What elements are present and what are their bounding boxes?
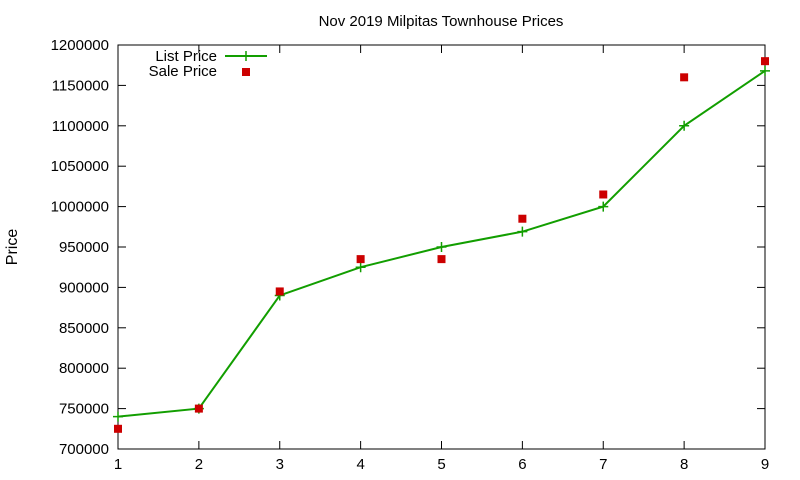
sale-price-point (680, 73, 689, 82)
x-tick-label: 3 (276, 456, 284, 473)
x-tick-label: 2 (195, 456, 203, 473)
x-tick-label: 5 (437, 456, 445, 473)
list-price-point (113, 411, 123, 422)
sale-price-point (518, 214, 527, 223)
sale-price-point (437, 255, 446, 264)
sale-price-point (194, 404, 203, 413)
y-tick-label: 1100000 (52, 118, 109, 135)
sale-price-point (356, 255, 365, 264)
y-tick-label: 750000 (59, 401, 109, 418)
sale-price-point (599, 190, 608, 199)
x-tick-label: 1 (114, 456, 122, 473)
list-price-point (598, 201, 609, 212)
axis-ticks: 1 2 3 4 5 6 7 8 9 700000 750000 800000 850000 900000 9… (51, 37, 770, 473)
x-tick-label: 4 (356, 456, 364, 473)
series-sale-price (114, 57, 769, 433)
list-price-point (679, 120, 690, 131)
y-tick-label: 1200000 (51, 37, 109, 54)
y-tick-label: 900000 (59, 279, 109, 296)
series-layer (113, 57, 770, 433)
chart-title: Nov 2019 Milpitas Townhouse Prices (319, 13, 564, 30)
sale-price-point (761, 57, 769, 66)
x-tick-label: 7 (599, 456, 607, 473)
x-tick-label: 8 (680, 456, 688, 473)
x-tick-label: 6 (518, 456, 526, 473)
y-tick-label: 850000 (59, 320, 109, 337)
list-price-point (517, 226, 528, 237)
y-axis-label: Price (4, 229, 21, 266)
x-tick-label: 9 (761, 456, 769, 473)
sale-price-point (275, 287, 284, 296)
sale-price-point (114, 424, 122, 433)
y-tick-label: 1050000 (51, 158, 109, 175)
legend-label-sale-price: Sale Price (149, 63, 217, 80)
y-tick-label: 700000 (59, 441, 109, 458)
list-price-point (760, 65, 770, 76)
y-tick-label: 1000000 (51, 199, 109, 216)
y-tick-label: 1150000 (52, 77, 109, 94)
legend-marker-list-price (241, 51, 251, 61)
list-price-point (436, 242, 447, 252)
legend-label-list-price: List Price (155, 48, 217, 65)
y-tick-label: 950000 (59, 239, 109, 256)
legend-marker-sale-price (242, 68, 250, 76)
y-tick-label: 800000 (59, 360, 109, 377)
series-list-price (113, 65, 770, 422)
list-price-point (355, 262, 366, 273)
